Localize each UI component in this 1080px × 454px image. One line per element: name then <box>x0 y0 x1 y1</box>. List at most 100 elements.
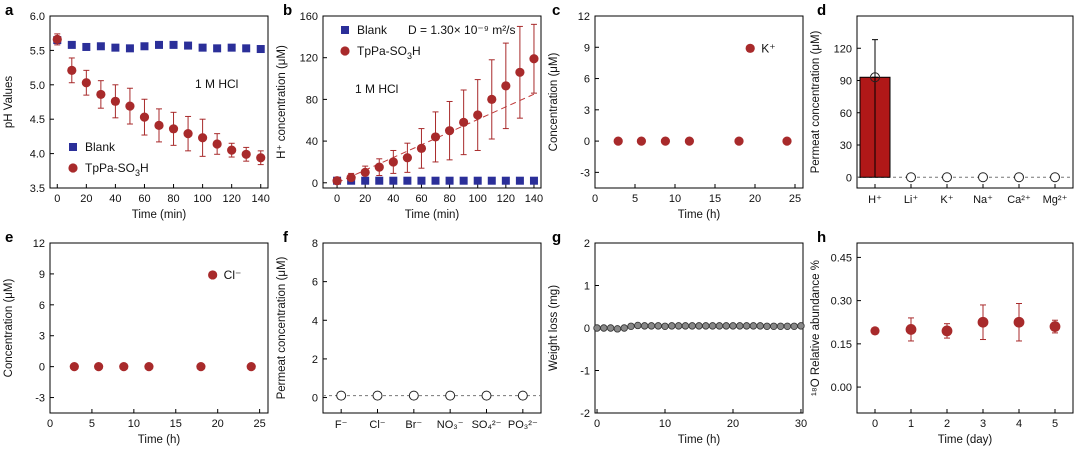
panel-f-ytick-label: 8 <box>312 238 318 250</box>
panel-a-xtick-label: 140 <box>252 193 270 205</box>
panel-g-point <box>790 322 798 330</box>
panel-g-point <box>654 322 662 330</box>
panel-a-point-blank <box>169 40 178 49</box>
panel-c-legend: K⁺ <box>761 41 775 55</box>
panel-a-point-tppa <box>110 96 120 106</box>
panel-d-frame <box>856 15 1074 189</box>
panel-h-ytick-label: 0.30 <box>831 296 852 308</box>
panel-f-ytick-label: 2 <box>312 354 318 366</box>
panel-h-xtick-label: 1 <box>908 418 914 430</box>
panel-b-xtick-label: 140 <box>525 193 543 205</box>
panel-g-point <box>600 324 608 332</box>
panel-a-point-blank <box>256 45 265 54</box>
panel-b-point-tppa <box>430 132 441 142</box>
panel-h-xtick-label: 4 <box>1016 418 1022 430</box>
panel-a-xtick-label: 80 <box>167 193 179 205</box>
panel-a-legend-blank: Blank <box>85 140 116 154</box>
panel-a-point-tppa <box>81 78 91 88</box>
panel-g-ylabel: Weight loss (mg) <box>548 285 560 371</box>
panel-g-point <box>722 322 730 330</box>
panel-e-point <box>119 362 129 372</box>
panel-e-ytick-label: 9 <box>39 269 45 281</box>
panel-c-point <box>684 136 695 146</box>
panel-h-point <box>1049 321 1061 332</box>
panel-g-xtick-label: 20 <box>727 418 739 430</box>
panel-e-ytick-label: 12 <box>33 238 45 250</box>
panel-h-frame <box>856 242 1074 414</box>
panel-e-ylabel: Concentration (μM) <box>3 279 15 378</box>
panel-b-point-blank <box>445 176 454 185</box>
panel-b-ytick-label: 160 <box>300 11 318 23</box>
panel-g-point <box>593 324 601 332</box>
panel-g-point <box>783 322 792 330</box>
panel-c-ytick-label: -3 <box>580 167 590 179</box>
panel-f-xtick-label: SO₄²⁻ <box>472 419 502 431</box>
panel-a-point-tppa <box>183 129 193 139</box>
panel-a-xtick-label: 100 <box>193 193 211 205</box>
panel-d-ytick-label: 90 <box>840 76 852 88</box>
panel-g-ytick-label: 1 <box>584 281 590 293</box>
panel-h-ytick-label: 0.00 <box>831 382 852 394</box>
panel-a-point-tppa <box>154 120 164 130</box>
panel-a-ytick-label: 4.5 <box>30 114 45 126</box>
panel-g-point <box>742 322 751 330</box>
panel-d-xtick-label: Na⁺ <box>973 194 993 206</box>
panel-g-point <box>708 322 717 330</box>
panel-g-point <box>695 322 703 330</box>
panel-d-point <box>978 172 988 183</box>
panel-a-point-tppa <box>67 65 77 75</box>
panel-h-xtick-label: 5 <box>1052 418 1058 430</box>
panel-f-xtick-label: NO₃⁻ <box>437 419 464 431</box>
panel-c-ytick-label: 3 <box>584 105 590 117</box>
panel-a-ytick-label: 4.0 <box>30 149 45 161</box>
panel-d-ytick-label: 0 <box>846 172 852 184</box>
panel-c-point <box>782 136 792 146</box>
panel-e-xtick-label: 25 <box>253 418 265 430</box>
panel-c-point <box>613 136 623 146</box>
panel-b-legend-blank: Blank <box>357 23 388 37</box>
panel-e-frame <box>49 242 269 414</box>
panel-b-point-tppa <box>515 67 525 77</box>
panel-e-xtick-label: 0 <box>47 418 53 430</box>
panel-c-ytick-label: 6 <box>584 74 590 86</box>
panel-b-point-tppa <box>360 167 370 177</box>
panel-g-point <box>776 322 785 330</box>
panel-g-point <box>770 322 778 330</box>
panel-h-ylabel: ¹⁸O Relative abundance % <box>810 260 822 396</box>
panel-g-xtick-label: 30 <box>795 418 807 430</box>
panel-d-xtick-label: Li⁺ <box>904 194 919 206</box>
panel-f-point <box>517 390 528 401</box>
panel-a-annotation: 1 M HCl <box>195 77 238 91</box>
panel-e-point <box>144 362 154 372</box>
panel-a-xtick-label: 0 <box>54 193 60 205</box>
panel-d-point <box>906 172 916 183</box>
panel-b-point-tppa <box>332 176 342 186</box>
panel-g-point <box>756 322 764 330</box>
panel-a-point-tppa <box>227 145 237 155</box>
panel-e-ytick-label: -3 <box>35 393 45 405</box>
panel-a-point-blank <box>82 42 91 51</box>
panel-a-ytick-label: 5.5 <box>30 45 45 57</box>
panel-a-point-blank <box>213 44 222 53</box>
panel-f-label: f <box>283 229 289 246</box>
panel-b-annotation: 1 M HCl <box>355 82 398 96</box>
panel-c-xtick-label: 0 <box>592 193 598 205</box>
panel-g-xtick-label: 0 <box>594 418 600 430</box>
panel-g-point <box>620 324 628 332</box>
panel-b-point-blank <box>417 176 426 185</box>
panel-e-label: e <box>5 229 13 246</box>
panel-c-frame <box>594 15 804 189</box>
panel-b-point-blank <box>515 176 524 185</box>
panel-d-point <box>942 172 952 183</box>
panel-a-legend-tppa: TpPa-SO3H <box>85 161 149 178</box>
panel-g-ytick-label: 0 <box>584 323 590 335</box>
panel-h-point <box>941 325 953 337</box>
panel-g-xtick-label: 10 <box>659 418 671 430</box>
panel-a-point-tppa <box>198 133 208 143</box>
panel-b-point-blank <box>487 176 496 185</box>
panel-f-ytick-label: 4 <box>312 315 318 327</box>
panel-a-frame <box>49 15 269 189</box>
panel-f-xtick-label: PO₃²⁻ <box>508 419 538 431</box>
panel-b-ylabel: H⁺ concentration (μM) <box>276 45 288 159</box>
panel-b-point-tppa <box>374 162 384 172</box>
